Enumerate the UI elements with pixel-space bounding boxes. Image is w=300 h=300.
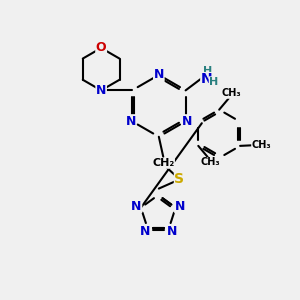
Text: N: N [200, 72, 212, 86]
Text: CH₃: CH₃ [201, 158, 220, 167]
Text: CH₂: CH₂ [152, 158, 174, 168]
Text: N: N [182, 115, 192, 128]
Text: N: N [175, 200, 185, 213]
Text: S: S [174, 172, 184, 186]
Text: N: N [96, 84, 106, 97]
Text: N: N [167, 225, 177, 238]
Text: H: H [209, 76, 218, 86]
Text: N: N [125, 115, 136, 128]
Text: N: N [140, 225, 150, 238]
Text: CH₃: CH₃ [222, 88, 242, 98]
Text: N: N [131, 200, 142, 213]
Text: H: H [203, 66, 212, 76]
Text: N: N [154, 68, 164, 81]
Text: O: O [96, 41, 106, 55]
Text: CH₃: CH₃ [251, 140, 271, 150]
